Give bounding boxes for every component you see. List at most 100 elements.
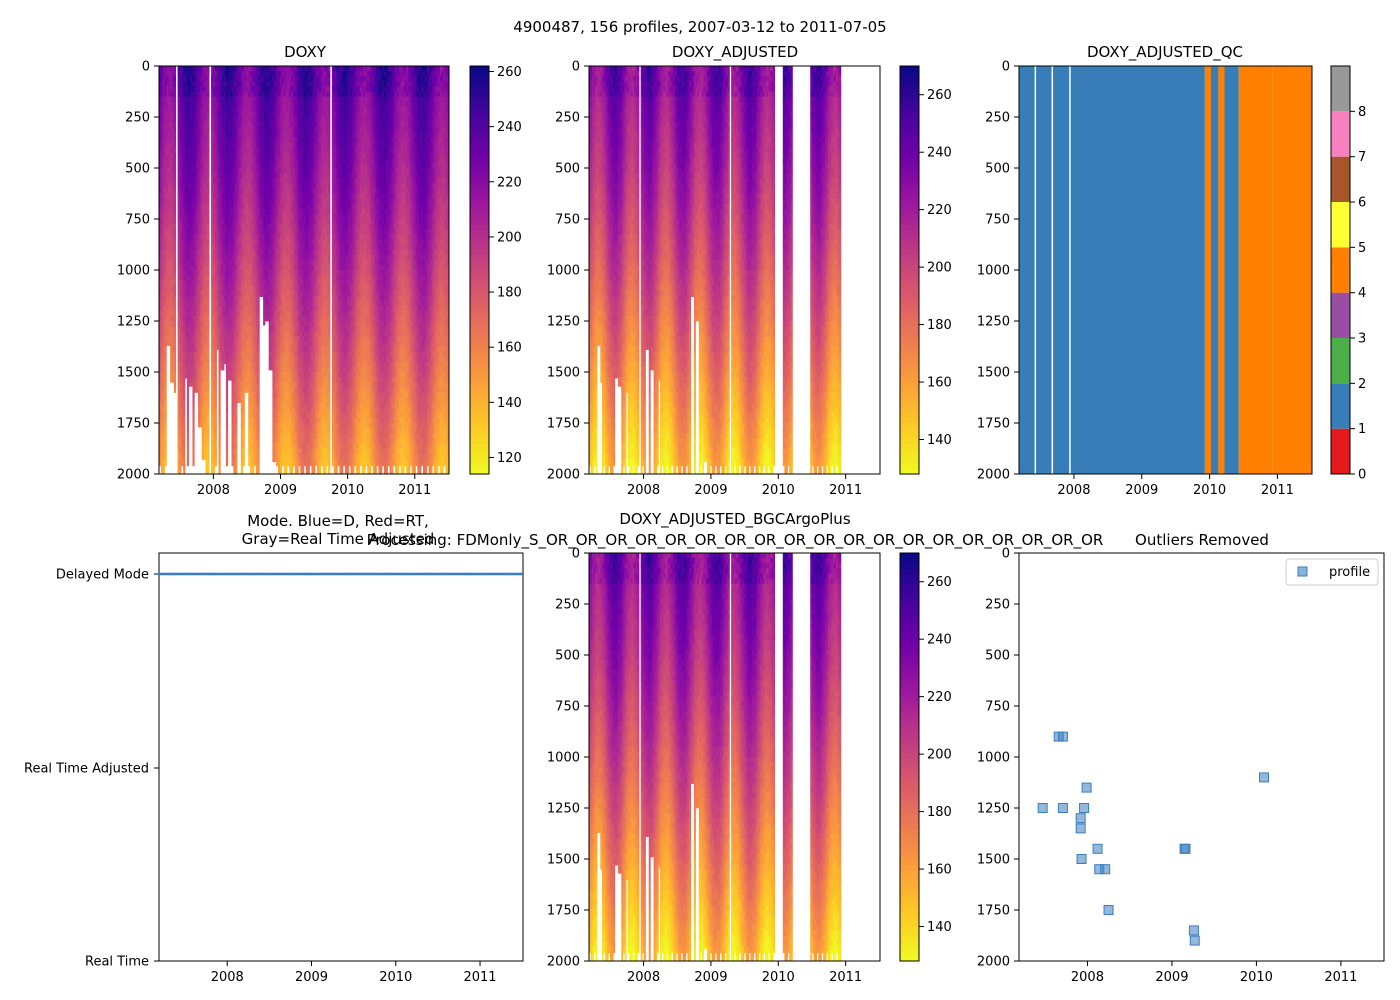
- heat-cell: [246, 234, 249, 240]
- heat-cell: [166, 213, 169, 220]
- heat-cell: [240, 275, 243, 281]
- heat-cell: [170, 315, 173, 322]
- heat-cell: [168, 259, 171, 266]
- heat-cell: [233, 372, 236, 378]
- heat-cell: [250, 290, 253, 296]
- heat-cell: [235, 285, 238, 291]
- heat-cell: [183, 152, 186, 159]
- heat-cell: [220, 275, 223, 281]
- heat-cell: [225, 249, 229, 256]
- heat-cell: [172, 361, 175, 368]
- heat-cell: [264, 178, 268, 184]
- heat-cell: [253, 361, 256, 368]
- heat-cell: [185, 224, 188, 230]
- heat-cell: [251, 111, 255, 118]
- heat-cell: [205, 458, 208, 465]
- heat-cell: [164, 249, 167, 256]
- heat-cell: [222, 203, 225, 210]
- heat-cell: [214, 310, 217, 317]
- heat-cell: [185, 234, 188, 240]
- heat-cell: [272, 188, 275, 194]
- heat-cell: [268, 224, 271, 230]
- heat-cell: [276, 361, 279, 368]
- heat-cell: [173, 341, 177, 347]
- heat-cell: [192, 152, 195, 159]
- heat-cell: [196, 106, 199, 113]
- heat-cell: [227, 361, 230, 368]
- heat-cell: [263, 315, 266, 322]
- heat-cell: [196, 290, 199, 296]
- heat-cell: [246, 305, 249, 312]
- heat-cell: [188, 117, 191, 123]
- heat-cell: [231, 91, 234, 97]
- heat-cell: [289, 468, 292, 475]
- heat-cell: [257, 213, 260, 220]
- heat-cell: [199, 423, 203, 428]
- heat-cell: [274, 249, 277, 256]
- heat-cell: [283, 280, 286, 286]
- heat-cell: [205, 290, 208, 296]
- heat-cell: [181, 448, 184, 454]
- heat-cell: [279, 372, 282, 378]
- heat-cell: [196, 239, 199, 245]
- heat-cell: [279, 111, 282, 118]
- heat-cell: [160, 234, 164, 240]
- heat-cell: [229, 239, 232, 245]
- heat-cell: [207, 66, 210, 72]
- heat-cell: [160, 86, 164, 92]
- heat-cell: [261, 101, 264, 108]
- heat-cell: [238, 229, 242, 235]
- heat-cell: [285, 152, 288, 159]
- heat-cell: [198, 147, 201, 154]
- heat-cell: [281, 443, 284, 449]
- heat-cell: [250, 173, 253, 179]
- heat-cell: [179, 295, 182, 301]
- heat-cell: [186, 142, 190, 148]
- heat-cell: [248, 91, 251, 97]
- heat-cell: [253, 152, 256, 159]
- heat-cell: [214, 76, 217, 82]
- heat-cell: [287, 417, 290, 424]
- heat-cell: [233, 351, 236, 358]
- heat-cell: [238, 127, 242, 133]
- heat-cell: [225, 315, 229, 322]
- heat-cell: [250, 407, 253, 414]
- heat-cell: [274, 101, 277, 108]
- heat-cell: [285, 239, 288, 245]
- heat-cell: [168, 331, 171, 337]
- heat-cell: [246, 326, 249, 332]
- heat-cell: [238, 234, 242, 240]
- heat-cell: [261, 152, 264, 159]
- heat-cell: [166, 71, 169, 77]
- heat-cell: [242, 458, 245, 465]
- heat-cell: [233, 137, 236, 143]
- heat-cell: [248, 458, 251, 465]
- heat-cell: [270, 213, 273, 220]
- heat-cell: [188, 305, 191, 312]
- heat-cell: [162, 382, 165, 388]
- heat-cell: [160, 458, 164, 465]
- heat-cell: [248, 122, 251, 128]
- heat-cell: [179, 448, 182, 454]
- heat-cell: [212, 76, 216, 82]
- heat-cell: [229, 331, 232, 337]
- heat-cell: [196, 372, 199, 378]
- heat-cell: [261, 178, 264, 184]
- heat-cell: [240, 244, 243, 250]
- heat-cell: [188, 86, 191, 92]
- heat-cell: [218, 152, 221, 159]
- heat-cell: [263, 270, 266, 276]
- heat-cell: [211, 188, 214, 194]
- heat-cell: [201, 326, 204, 332]
- heat-cell: [276, 285, 279, 291]
- heat-cell: [214, 254, 217, 261]
- heat-cell: [257, 152, 260, 159]
- heat-cell: [225, 259, 229, 266]
- heat-cell: [186, 208, 190, 215]
- heat-cell: [290, 239, 294, 245]
- heat-cell: [188, 147, 191, 154]
- heat-cell: [283, 290, 286, 296]
- heat-cell: [183, 117, 186, 123]
- heat-cell: [225, 137, 229, 143]
- heat-cell: [248, 356, 251, 363]
